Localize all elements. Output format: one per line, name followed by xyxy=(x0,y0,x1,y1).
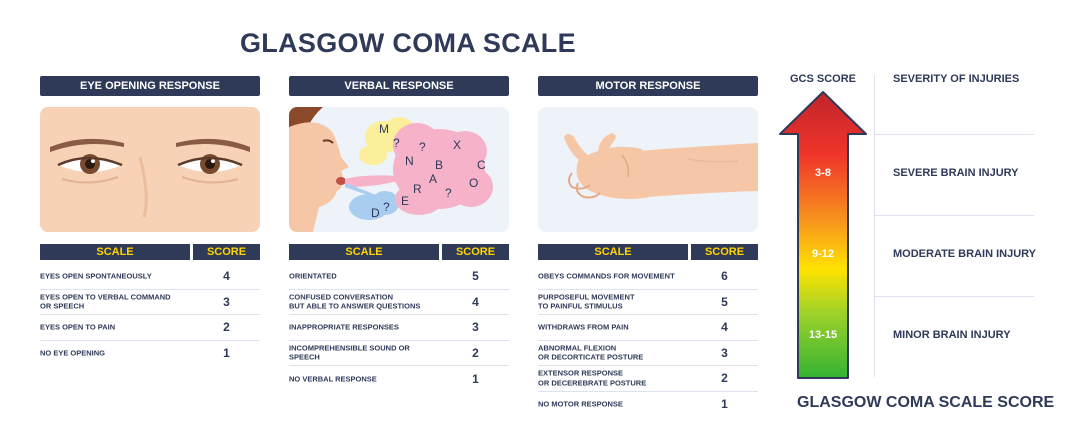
row-score: 1 xyxy=(721,397,728,412)
table-row: INCOMPREHENSIBLE SOUND OR SPEECH 2 xyxy=(289,341,509,366)
page-title: GLASGOW COMA SCALE xyxy=(240,28,576,58)
divider xyxy=(874,296,1034,297)
row-label: EYES OPEN TO VERBAL COMMAND OR SPEECH xyxy=(40,292,171,311)
bubble-letter: O xyxy=(469,176,478,190)
bubble-letter: ? xyxy=(445,186,452,200)
scale-column-header: SCALE xyxy=(538,244,688,260)
bubble-letter: D xyxy=(371,206,380,220)
row-label: PURPOSEFUL MOVEMENT TO PAINFUL STIMULUS xyxy=(538,292,635,311)
row-label: ABNORMAL FLEXION OR DECORTICATE POSTURE xyxy=(538,343,644,362)
table-row: CONFUSED CONVERSATION BUT ABLE TO ANSWER… xyxy=(289,290,509,315)
severity-severe: SEVERE BRAIN INJURY xyxy=(893,167,1019,179)
row-score: 3 xyxy=(223,294,230,309)
table-row: NO EYE OPENING 1 xyxy=(40,341,260,367)
row-label: NO EYE OPENING xyxy=(40,348,106,358)
row-score: 3 xyxy=(721,345,728,360)
table-row: EYES OPEN TO VERBAL COMMAND OR SPEECH 3 xyxy=(40,290,260,315)
row-score: 2 xyxy=(223,320,230,335)
eye-opening-panel: EYE OPENING RESPONSE SCALE SCORE xyxy=(40,76,260,360)
bubble-letter: A xyxy=(429,172,437,186)
row-label: WITHDRAWS FROM PAIN xyxy=(538,322,629,332)
table-row: OBEYS COMMANDS FOR MOVEMENT 6 xyxy=(538,264,758,290)
gcs-range-minor: 13-15 xyxy=(808,329,838,341)
verbal-response-header: VERBAL RESPONSE xyxy=(289,76,509,96)
motor-response-table: OBEYS COMMANDS FOR MOVEMENT 6 PURPOSEFUL… xyxy=(538,264,758,417)
row-label: INCOMPREHENSIBLE SOUND OR SPEECH xyxy=(289,343,410,362)
scale-column-header: SCALE xyxy=(40,244,190,260)
divider xyxy=(874,215,1034,216)
bubble-letter: M xyxy=(379,122,389,136)
scale-column-header: SCALE xyxy=(289,244,439,260)
row-label: EXTENSOR RESPONSE OR DECEREBRATE POSTURE xyxy=(538,368,647,388)
table-row: INAPPROPRIATE RESPONSES 3 xyxy=(289,315,509,341)
severity-arrow-icon xyxy=(779,91,867,379)
severity-moderate: MODERATE BRAIN INJURY xyxy=(893,248,1037,260)
motor-response-header: MOTOR RESPONSE xyxy=(538,76,758,96)
table-row: EYES OPEN TO PAIN 2 xyxy=(40,315,260,341)
speech-illustration: M ? N ? X B A R E ? O C ? D xyxy=(289,107,509,232)
row-score: 2 xyxy=(721,371,728,386)
row-score: 4 xyxy=(472,294,479,309)
table-row: NO MOTOR RESPONSE 1 xyxy=(538,392,758,418)
score-column-header: SCORE xyxy=(691,244,758,260)
divider xyxy=(874,75,875,377)
eye-opening-table: EYES OPEN SPONTANEOUSLY 4 EYES OPEN TO V… xyxy=(40,264,260,366)
bubble-letter: ? xyxy=(383,200,390,214)
score-column-header: SCORE xyxy=(193,244,260,260)
row-label: NO MOTOR RESPONSE xyxy=(538,399,623,409)
verbal-response-panel: VERBAL RESPONSE xyxy=(289,76,509,386)
gcs-range-moderate: 9-12 xyxy=(811,248,835,260)
bubble-letter: N xyxy=(405,154,414,168)
severity-minor: MINOR BRAIN INJURY xyxy=(893,329,1011,341)
table-row: ABNORMAL FLEXION OR DECORTICATE POSTURE … xyxy=(538,341,758,366)
bubble-letter: E xyxy=(401,194,409,208)
gcs-footer-title: GLASGOW COMA SCALE SCORE xyxy=(797,394,1055,411)
bubble-letter: X xyxy=(453,138,461,152)
row-score: 5 xyxy=(721,294,728,309)
row-score: 4 xyxy=(223,269,230,284)
row-score: 3 xyxy=(472,320,479,335)
row-label: OBEYS COMMANDS FOR MOVEMENT xyxy=(538,271,675,281)
table-row: PURPOSEFUL MOVEMENT TO PAINFUL STIMULUS … xyxy=(538,290,758,315)
row-score: 6 xyxy=(721,269,728,284)
row-score: 4 xyxy=(721,320,728,335)
row-label: CONFUSED CONVERSATION BUT ABLE TO ANSWER… xyxy=(289,292,421,311)
row-score: 2 xyxy=(472,345,479,360)
gcs-score-header: GCS SCORE xyxy=(789,73,856,85)
eye-opening-header: EYE OPENING RESPONSE xyxy=(40,76,260,96)
bubble-letter: C xyxy=(477,158,486,172)
table-row: WITHDRAWS FROM PAIN 4 xyxy=(538,315,758,341)
row-label: EYES OPEN SPONTANEOUSLY xyxy=(40,271,152,281)
divider xyxy=(874,134,1034,135)
table-row: EXTENSOR RESPONSE OR DECEREBRATE POSTURE… xyxy=(538,366,758,392)
verbal-response-table: ORIENTATED 5 CONFUSED CONVERSATION BUT A… xyxy=(289,264,509,392)
score-column-header: SCORE xyxy=(442,244,509,260)
eyes-illustration xyxy=(40,107,260,232)
table-row: ORIENTATED 5 xyxy=(289,264,509,290)
gcs-range-severe: 3-8 xyxy=(815,167,831,179)
bubble-letter: B xyxy=(435,158,443,172)
row-score: 5 xyxy=(472,269,479,284)
severity-header: SEVERITY OF INJURIES xyxy=(893,73,1020,85)
table-row: NO VERBAL RESPONSE 1 xyxy=(289,366,509,392)
bubble-letter: R xyxy=(413,182,422,196)
row-label: EYES OPEN TO PAIN xyxy=(40,322,116,332)
motor-response-panel: MOTOR RESPONSE SCALE SCORE OBEYS COMMAND… xyxy=(538,76,758,411)
table-row: EYES OPEN SPONTANEOUSLY 4 xyxy=(40,264,260,290)
bubble-letter: ? xyxy=(393,136,400,150)
bubble-letter: ? xyxy=(419,140,426,154)
row-label: NO VERBAL RESPONSE xyxy=(289,374,377,383)
hand-illustration xyxy=(538,107,758,232)
row-score: 1 xyxy=(472,371,479,386)
row-label: INAPPROPRIATE RESPONSES xyxy=(289,322,399,332)
row-label: ORIENTATED xyxy=(289,271,337,281)
row-score: 1 xyxy=(223,346,230,361)
